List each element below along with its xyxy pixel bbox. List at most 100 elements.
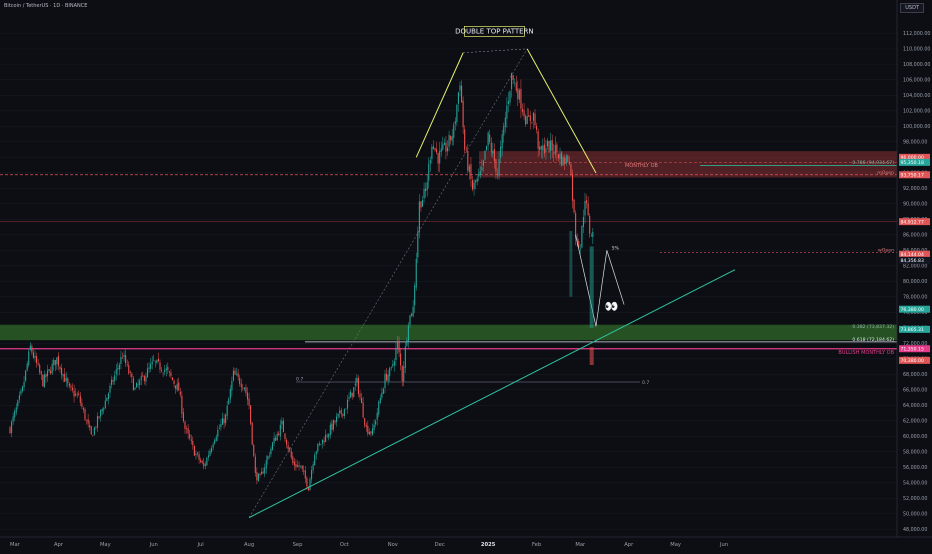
y-tick-label: 54,000.00 [903,480,927,486]
candle-body [556,144,558,153]
candle-body [531,121,533,123]
candle-body [396,340,399,349]
candle-body [207,455,209,458]
candle-body [554,145,556,155]
price-tag [899,256,930,264]
candle-body [479,171,481,176]
candle-body [171,377,174,381]
candle-body [581,225,583,248]
candle-body [542,145,544,151]
candle-body [151,361,153,365]
candle-body [18,395,20,400]
candle-body [148,367,150,369]
candle-body [559,153,561,160]
price-tag-label: 96,000.00 [901,155,924,161]
candle-body [65,378,67,381]
candle-body [334,420,336,423]
y-tick-label: 112,000.00 [903,31,930,37]
y-tick-label: 92,000.00 [903,186,927,192]
candle-body [281,421,283,425]
candle-body [478,173,480,177]
candle-body [573,199,575,213]
candle-body [521,109,524,112]
candle-body [343,409,345,416]
candle-body [173,380,175,384]
time-axis [0,537,932,550]
candle-body [468,166,470,173]
candle-body [95,427,97,428]
candle-body [146,368,149,378]
candle-body [459,85,461,91]
currency-badge[interactable]: USDT [900,3,924,13]
candle-body [481,167,483,171]
candle-body [384,373,386,389]
candle-body [454,121,456,125]
y-tick-label: 108,000.00 [903,62,930,68]
percent-label: 5% [612,245,620,251]
candle-body [311,470,313,480]
candle-body [495,159,497,173]
y-tick-label: 102,000.00 [903,109,930,115]
y-tick-label: 76,000.00 [903,310,927,316]
candle-body [43,374,45,388]
candle-body [50,370,52,374]
candle-body [215,436,217,441]
candle-body [112,379,114,382]
pattern-title: DOUBLE TOP PATTERN [455,27,534,35]
candle-body [443,142,445,145]
x-tick-label: May [100,542,111,548]
candle-body [129,372,131,374]
x-tick-label: Jun [719,542,728,548]
candle-body [278,433,280,436]
candle-body [446,147,449,152]
candle-body [514,82,516,83]
x-tick-label: Mar [575,542,586,548]
candle-body [267,456,269,460]
candle-body [328,434,330,438]
candle-body [28,351,30,366]
candle-body [39,364,41,373]
price-tag-label: 71,350.15 [901,346,924,352]
y-tick-label: 56,000.00 [903,465,927,471]
fib-07-right-label: 0.7 [642,380,649,386]
candle-body [367,426,369,434]
candle-body [287,445,289,450]
candle-body [67,378,69,384]
candle-body [179,391,181,395]
candle-body [136,383,138,388]
candle-body [251,422,253,445]
x-tick-label: Jun [149,542,158,548]
x-tick-label: 2025 [481,542,496,548]
candle-body [340,409,342,414]
candle-body [232,370,234,381]
candle-body [500,146,502,158]
price-axis [897,0,932,550]
candle-body [423,188,425,199]
candle-body [568,161,570,164]
y-tick-label: 52,000.00 [903,496,927,502]
candle-body [57,355,59,366]
candle-body [181,395,183,414]
candle-body [309,478,311,491]
y-tick-label: 78,000.00 [903,295,927,301]
candle-body [421,200,424,207]
candle-body [126,363,128,365]
price-tag [899,158,930,166]
price-tag-label: 84,912.77 [901,219,924,225]
candle-body [165,368,167,371]
y-tick-label: 104,000.00 [903,93,930,99]
projection-path [575,234,625,327]
candle-body [342,413,344,416]
candle-body [353,387,355,398]
candle-body [440,148,442,152]
candle-body [211,448,213,452]
candle-body [150,364,152,369]
candle-body [418,201,420,233]
fib-786-label: 0.786 (94,934.67) [852,160,894,166]
candle-body [492,150,494,154]
candle-body [196,452,199,454]
candle-body [337,413,339,417]
candle-body [509,91,511,103]
price-tag-label: 73,865.31 [901,327,924,333]
